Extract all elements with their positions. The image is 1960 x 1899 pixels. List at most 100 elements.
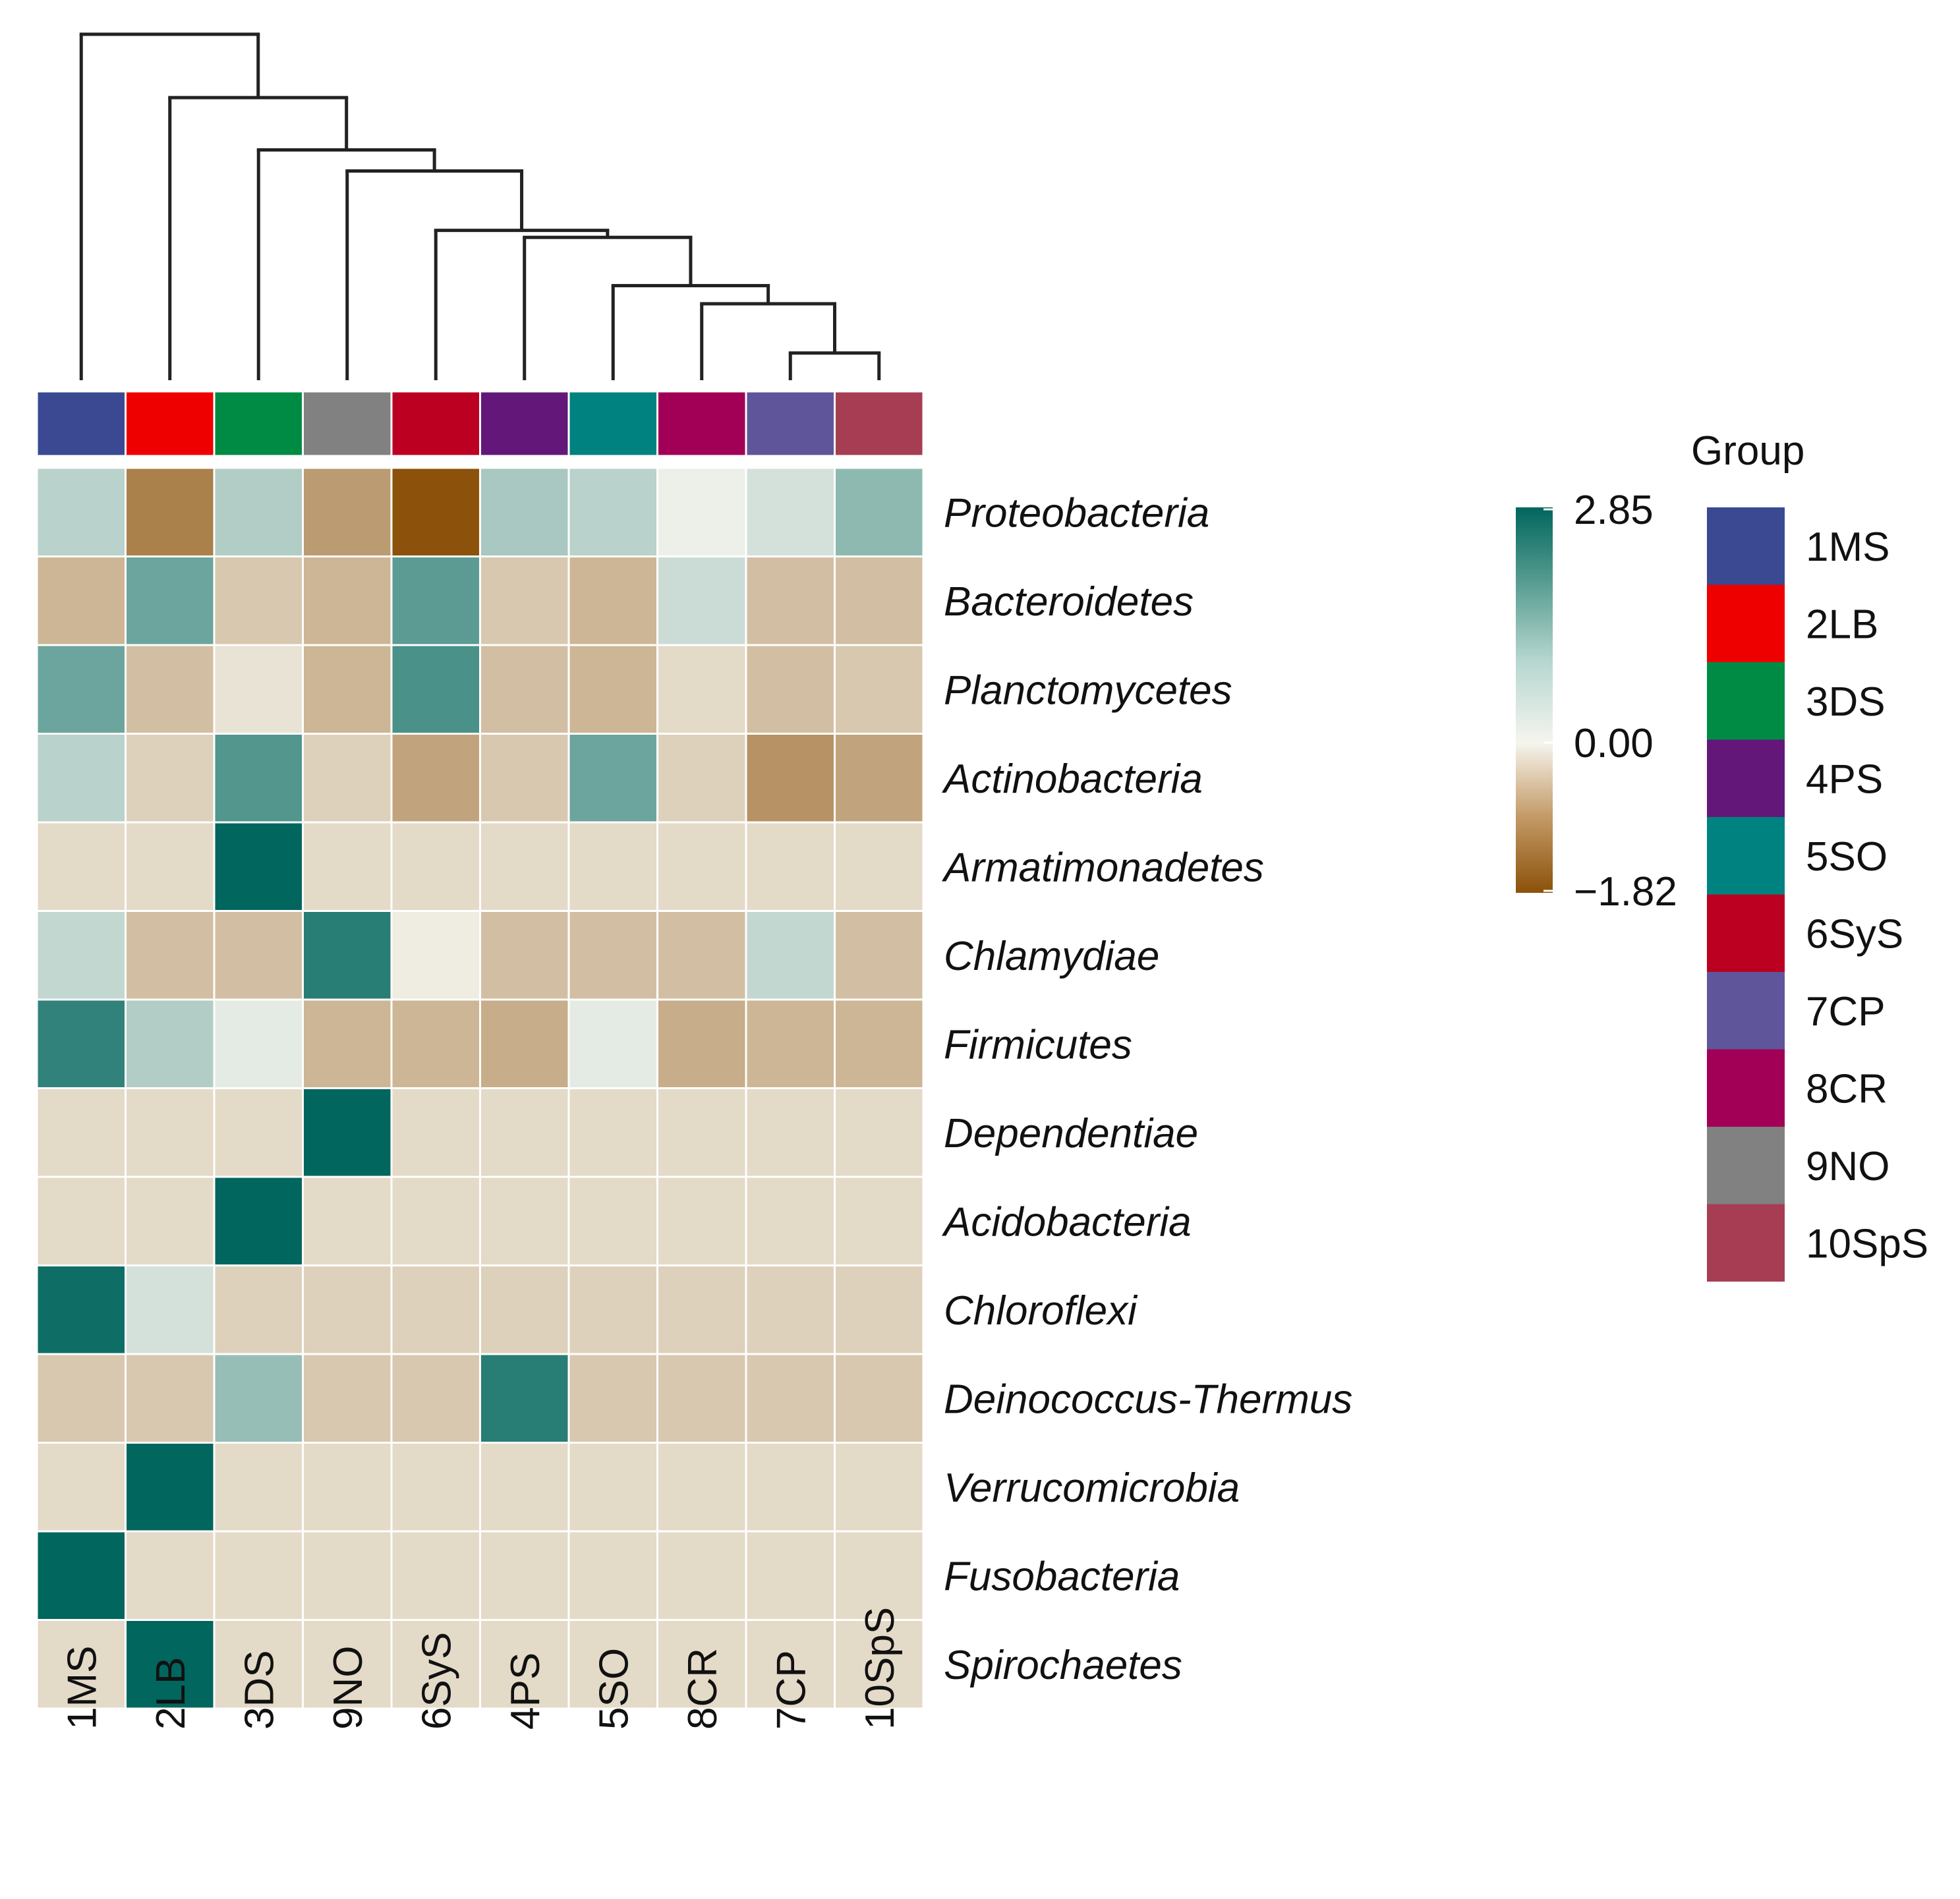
- group-legend-swatch: [1707, 507, 1785, 585]
- column-label: 1MS: [59, 1646, 105, 1730]
- heatmap-cell: [36, 1087, 127, 1178]
- heatmap-cell: [125, 1087, 216, 1178]
- heatmap-cell: [36, 998, 127, 1089]
- column-label: 10SpS: [857, 1607, 903, 1730]
- heatmap-cell: [302, 555, 393, 646]
- heatmap-cell: [567, 1619, 658, 1710]
- heatmap-cell: [479, 1176, 570, 1266]
- group-annotation-cell: [745, 390, 836, 457]
- heatmap-cell: [479, 998, 570, 1089]
- heatmap-cell: [745, 821, 836, 912]
- column-label: 2LB: [148, 1657, 194, 1730]
- heatmap-cell: [125, 998, 216, 1089]
- heatmap-cell: [834, 910, 925, 1001]
- heatmap-cell: [834, 821, 925, 912]
- column-labels: 1MS 2LB 3DS 9NO 6SyS 4PS 5SO 8CR 7CP 10SpS: [59, 1607, 903, 1730]
- heatmap-cell: [567, 467, 658, 557]
- heatmap-cell: [745, 910, 836, 1001]
- heatmap-cell: [125, 733, 216, 824]
- row-labels: Proteobacteria Bacteroidetes Planctomycete…: [941, 490, 1352, 1688]
- color-scale-legend: 2.85 0.00 −1.82: [1516, 488, 1677, 915]
- heatmap-cell: [745, 1087, 836, 1178]
- group-annotation-cell: [36, 390, 127, 457]
- heatmap-cell: [302, 1530, 393, 1621]
- heatmap-cell: [125, 910, 216, 1001]
- group-annotation-cell: [125, 390, 216, 457]
- heatmap-cell: [302, 1442, 393, 1533]
- heatmap-cell: [213, 998, 304, 1089]
- row-label: Firmicutes: [944, 1022, 1132, 1067]
- heatmap-cell: [390, 1530, 481, 1621]
- heatmap-cell: [125, 555, 216, 646]
- heatmap-cell: [834, 1530, 925, 1621]
- row-label: Dependentiae: [944, 1111, 1198, 1156]
- column-label: 5SO: [591, 1648, 637, 1730]
- heatmap-cell: [745, 1264, 836, 1355]
- heatmap-cell: [656, 1353, 747, 1444]
- heatmap-cell: [567, 910, 658, 1001]
- heatmap-cell: [390, 821, 481, 912]
- column-label: 9NO: [326, 1646, 371, 1730]
- group-annotation-cell: [834, 390, 925, 457]
- heatmap-cell: [656, 1530, 747, 1621]
- heatmap-cell: [479, 733, 570, 824]
- heatmap-cell: [302, 1264, 393, 1355]
- heatmap-cell: [36, 1353, 127, 1444]
- heatmap-cell: [479, 644, 570, 735]
- heatmap-cell: [125, 644, 216, 735]
- heatmap-cell: [567, 644, 658, 735]
- heatmap-cell: [479, 1353, 570, 1444]
- heatmap-cell: [36, 910, 127, 1001]
- heatmap-cell: [834, 1619, 925, 1710]
- heatmap-cell: [36, 555, 127, 646]
- heatmap-cell: [302, 733, 393, 824]
- color-scale-label: −1.82: [1574, 869, 1677, 915]
- group-legend-swatch: [1707, 1049, 1785, 1127]
- heatmap-cell: [390, 998, 481, 1089]
- group-legend-label: 3DS: [1806, 679, 1886, 725]
- heatmap-cell: [479, 910, 570, 1001]
- heatmap-cell: [567, 1264, 658, 1355]
- heatmap-cell: [567, 1530, 658, 1621]
- row-label: Armatimonadetes: [941, 845, 1264, 890]
- heatmap-cell: [213, 733, 304, 824]
- heatmap-cell: [479, 555, 570, 646]
- group-legend-swatch: [1707, 972, 1785, 1050]
- column-label: 7CP: [768, 1650, 814, 1730]
- heatmap-cell: [302, 910, 393, 1001]
- group-legend-title: Group: [1691, 428, 1804, 474]
- heatmap-cell: [834, 1087, 925, 1178]
- group-legend-label: 9NO: [1806, 1144, 1889, 1189]
- group-legend: Group 1MS 2LB 3DS 4PS 5SO 6SyS 7CP 8CR 9NO 10SpS: [1691, 428, 1928, 1282]
- group-legend-swatch: [1707, 662, 1785, 740]
- heatmap-cell: [834, 1264, 925, 1355]
- heatmap-cell: [656, 733, 747, 824]
- heatmap-cell: [745, 644, 836, 735]
- heatmap-cell: [656, 821, 747, 912]
- heatmap-cell: [745, 1530, 836, 1621]
- heatmap-cell: [125, 821, 216, 912]
- heatmap-cell: [213, 1176, 304, 1266]
- group-legend-label: 4PS: [1806, 756, 1883, 802]
- heatmap-cell: [656, 1619, 747, 1710]
- heatmap-cell: [567, 555, 658, 646]
- row-label: Fusobacteria: [944, 1554, 1180, 1599]
- color-scale-bar: [1516, 507, 1553, 893]
- heatmap-cell: [390, 1353, 481, 1444]
- heatmap-cell: [213, 1087, 304, 1178]
- heatmap-cell: [36, 1264, 127, 1355]
- heatmap-cell: [213, 644, 304, 735]
- heatmap-cell: [479, 821, 570, 912]
- heatmap-cell: [125, 467, 216, 557]
- group-annotation-cell: [656, 390, 747, 457]
- heatmap-cell: [213, 1264, 304, 1355]
- heatmap-cell: [834, 998, 925, 1089]
- heatmap-cell: [213, 910, 304, 1001]
- heatmap-cell: [36, 821, 127, 912]
- heatmap-cell: [567, 1087, 658, 1178]
- group-legend-label: 10SpS: [1806, 1221, 1928, 1266]
- heatmap-cell: [656, 1264, 747, 1355]
- heatmap-cell: [656, 1087, 747, 1178]
- heatmap-cell: [125, 1176, 216, 1266]
- heatmap-cell: [390, 1264, 481, 1355]
